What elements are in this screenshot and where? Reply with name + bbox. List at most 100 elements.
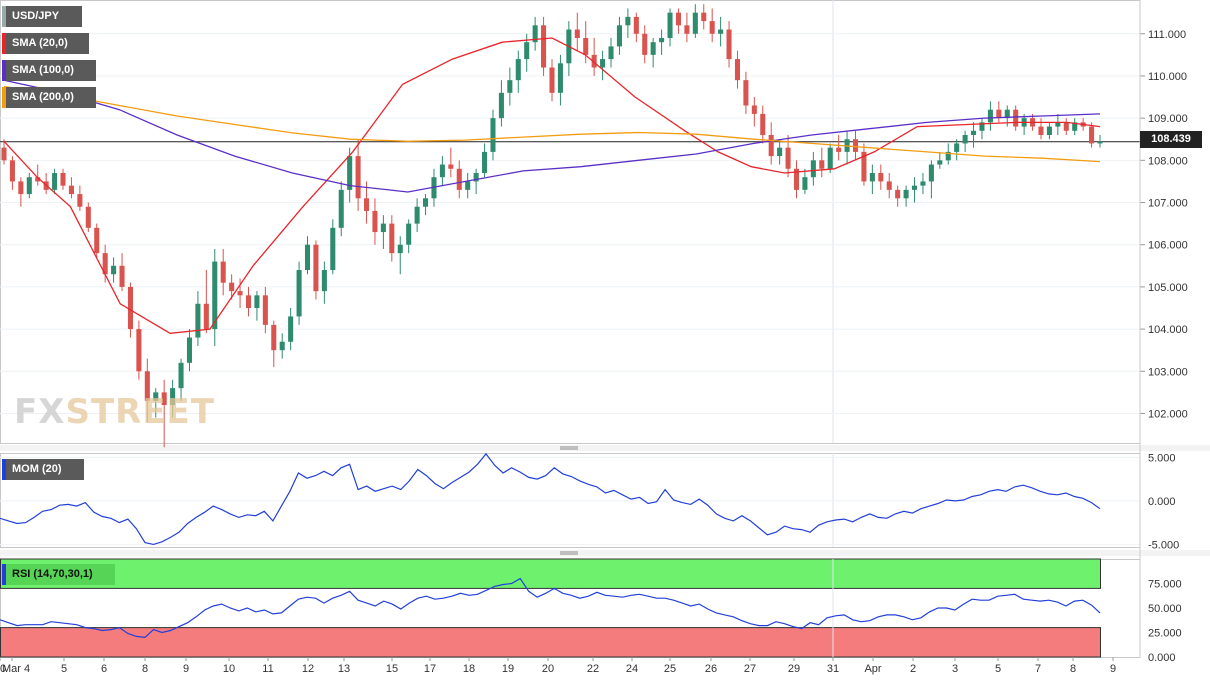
- candle-body: [911, 185, 918, 190]
- price-tick-label: 110.000: [1148, 71, 1187, 83]
- candle-body: [372, 210, 378, 233]
- candle-body: [296, 270, 302, 317]
- x-tick-label: 20: [542, 663, 554, 675]
- candle-body: [60, 172, 66, 186]
- candle-body: [861, 151, 867, 182]
- sma20-label[interactable]: SMA (20,0): [2, 33, 89, 54]
- x-tick-label: 10: [223, 663, 235, 675]
- candle-body: [389, 223, 395, 254]
- x-tick-label: 5: [995, 663, 1001, 675]
- candle-body: [903, 189, 909, 199]
- sma20-text: SMA (20,0): [12, 37, 68, 49]
- watermark-part2: STREET: [65, 392, 215, 432]
- sma20-swatch: [2, 33, 6, 54]
- candle-body: [186, 337, 193, 363]
- sma100-text: SMA (100,0): [12, 64, 74, 76]
- candle-body: [954, 143, 960, 152]
- candle-body: [878, 172, 884, 182]
- candle-body: [203, 303, 209, 330]
- candle-body: [363, 198, 370, 211]
- candle-body: [625, 16, 631, 26]
- candle-body: [600, 59, 606, 68]
- candle-body: [616, 25, 622, 47]
- mom-label[interactable]: MOM (20): [2, 459, 84, 480]
- candle-body: [153, 392, 159, 401]
- candle-body: [482, 151, 488, 173]
- candle-body: [330, 227, 336, 271]
- candle-body: [355, 156, 361, 199]
- candle-body: [85, 206, 91, 228]
- candle-body: [920, 181, 926, 186]
- panel-divider: [0, 445, 1210, 451]
- x-tick-label: 11: [262, 663, 273, 675]
- candle-body: [549, 67, 555, 93]
- sma100-label[interactable]: SMA (100,0): [2, 60, 96, 81]
- candle-body: [1, 147, 7, 161]
- sma100-swatch: [2, 60, 6, 81]
- x-tick-label: 6: [101, 663, 107, 675]
- candle-body: [1089, 126, 1095, 144]
- candle-body: [591, 54, 597, 68]
- mom-tick-label: -5.000: [1148, 539, 1179, 551]
- x-tick-label: 15: [386, 663, 398, 675]
- price-tick-label: 106.000: [1148, 240, 1188, 252]
- rsi-label[interactable]: RSI (14,70,30,1): [2, 564, 115, 585]
- price-tick-label: 108.000: [1148, 155, 1188, 167]
- sma20-line: [3, 37, 1101, 334]
- candle-body: [347, 156, 353, 190]
- candle-body: [271, 324, 277, 351]
- rsi-tick-label: 50.000: [1148, 603, 1182, 615]
- candle-body: [524, 42, 530, 60]
- candle-body: [111, 265, 117, 275]
- symbol-label[interactable]: USD/JPY: [2, 6, 82, 27]
- symbol-swatch: [2, 6, 6, 27]
- mom-text: MOM (20): [12, 463, 62, 475]
- price-tick-label: 107.000: [1148, 198, 1188, 210]
- candle-body: [304, 244, 311, 271]
- candle-body: [288, 316, 294, 342]
- candle-body: [94, 227, 100, 254]
- x-tick-label: 27: [744, 663, 756, 675]
- candle-body: [144, 371, 150, 401]
- candle-body: [77, 194, 83, 207]
- candle-body: [1004, 109, 1010, 119]
- candle-body: [490, 118, 496, 152]
- candle-body: [119, 265, 125, 287]
- candle-body: [313, 244, 319, 292]
- rsi-oversold-zone: [0, 627, 1101, 658]
- candle-body: [456, 168, 462, 190]
- candle-body: [52, 172, 58, 190]
- rsi-tick-label: 0.000: [1148, 652, 1176, 664]
- candle-body: [642, 33, 648, 55]
- candle-body: [498, 92, 504, 119]
- candle-body: [170, 388, 176, 406]
- current-price-tag: 108.439: [1140, 131, 1202, 148]
- candle-body: [279, 341, 285, 351]
- candle-body: [18, 181, 24, 195]
- candle-body: [507, 80, 513, 93]
- rsi-swatch: [2, 564, 6, 585]
- x-tick-label: 12: [302, 663, 314, 675]
- candle-body: [675, 12, 681, 26]
- candle-body: [633, 16, 639, 34]
- mom-tick-label: 0.000: [1148, 496, 1176, 508]
- candle-body: [928, 164, 934, 182]
- candle-body: [945, 151, 951, 161]
- candle-body: [195, 303, 201, 338]
- candle-body: [726, 29, 732, 60]
- x-tick-label: 9: [183, 663, 189, 675]
- sma200-label[interactable]: SMA (200,0): [2, 87, 96, 108]
- x-tick-label: Mar 4: [2, 663, 30, 675]
- candle-body: [161, 392, 167, 406]
- mom-swatch: [2, 459, 6, 480]
- rsi-line: [0, 577, 1101, 639]
- x-tick-label: 29: [788, 663, 800, 675]
- x-tick-label: 17: [424, 663, 436, 675]
- rsi-tick-label: 75.000: [1148, 579, 1182, 591]
- candle-body: [448, 164, 454, 169]
- price-tick-label: 109.000: [1148, 113, 1188, 125]
- candle-body: [1072, 122, 1078, 131]
- candle-body: [709, 21, 715, 34]
